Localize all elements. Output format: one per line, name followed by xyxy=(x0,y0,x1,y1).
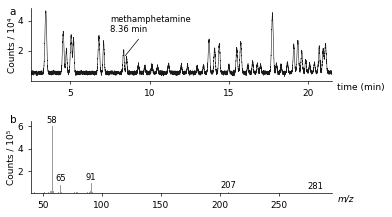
Text: a: a xyxy=(10,7,16,17)
Text: m/z: m/z xyxy=(338,195,354,204)
Y-axis label: Counts / 10⁴: Counts / 10⁴ xyxy=(7,17,16,72)
Text: 58: 58 xyxy=(47,115,57,125)
Text: 281: 281 xyxy=(307,182,323,191)
Text: 65: 65 xyxy=(55,174,65,183)
Text: b: b xyxy=(10,115,16,125)
Text: time (min): time (min) xyxy=(338,83,385,92)
Text: 91: 91 xyxy=(86,173,96,182)
Text: 207: 207 xyxy=(220,181,236,190)
Text: methamphetamine
8.36 min: methamphetamine 8.36 min xyxy=(110,15,191,56)
Y-axis label: Counts / 10⁵: Counts / 10⁵ xyxy=(7,129,16,185)
